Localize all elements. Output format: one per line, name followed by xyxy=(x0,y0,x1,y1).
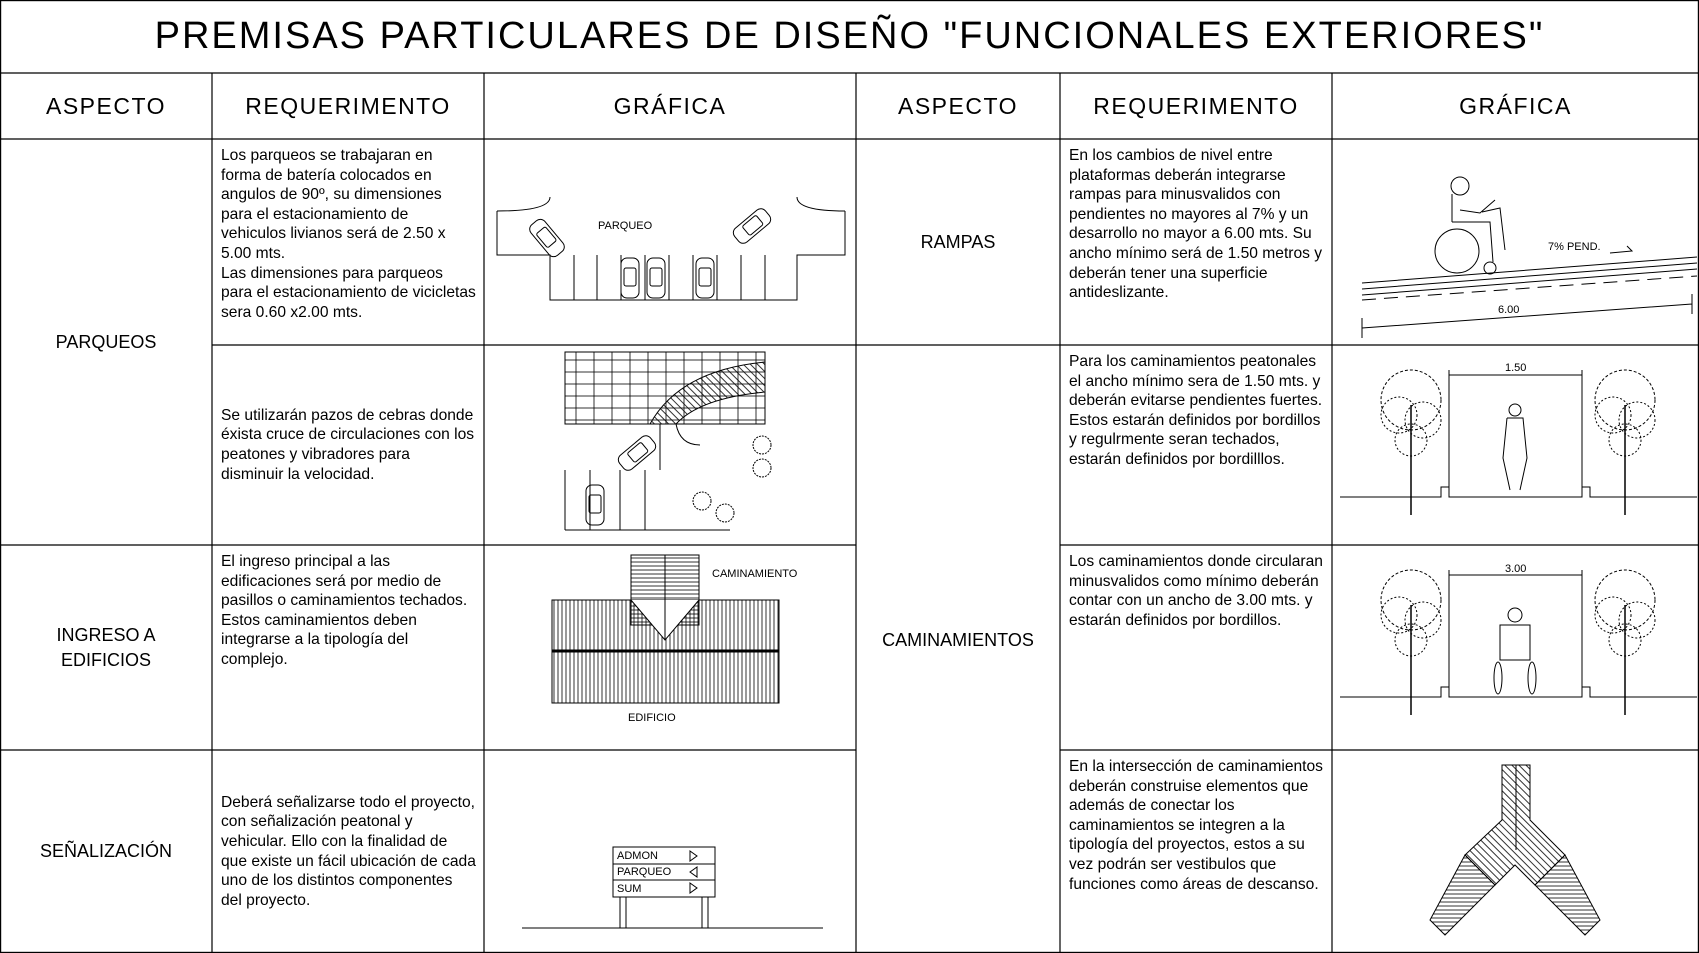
parking-graphic: PARQUEO xyxy=(496,196,846,301)
graphic-label: 7% PEND. xyxy=(1548,241,1601,253)
ramp-graphic: 7% PEND. 6.00 xyxy=(1361,176,1698,338)
requirement: En la intersección de caminamientos debe… xyxy=(1060,750,1332,953)
column-header: ASPECTO xyxy=(46,92,166,119)
requirement-text: En la intersección de caminamientos debe… xyxy=(1069,758,1323,893)
aspect: SEÑALIZACIÓN xyxy=(39,841,173,861)
requirement: Deberá señalizarse todo el proyecto, con… xyxy=(212,750,484,953)
requirement-paragraph: Las dimensiones para parqueos para el es… xyxy=(221,264,476,321)
requirement-text: El ingreso principal a las edificaciones… xyxy=(221,553,468,668)
graphic-label: EDIFICIO xyxy=(628,712,676,724)
column-header: REQUERIMENTO xyxy=(1093,92,1299,119)
requirement-text: En los cambios de nivel entre plataforma… xyxy=(1069,147,1323,302)
requirement: El ingreso principal a las edificaciones… xyxy=(212,545,484,750)
sign-graphic: ADMON PARQUEO SUM xyxy=(522,846,823,929)
column-header: ASPECTO xyxy=(898,92,1018,119)
graphic-label: 3.00 xyxy=(1505,563,1526,575)
column-header: REQUERIMENTO xyxy=(245,92,451,119)
requirement: Los caminamientos donde circularan minus… xyxy=(1060,545,1332,750)
graphic-label: ADMON xyxy=(617,850,658,862)
wheelchair-walkway-graphic: 3.00 xyxy=(1340,563,1697,716)
requirement-text: Los caminamientos donde circularan minus… xyxy=(1069,553,1323,629)
graphic-label: 1.50 xyxy=(1505,362,1526,374)
requirement: Para los caminamientos peatonales el anc… xyxy=(1060,345,1332,545)
graphic-label: CAMINAMIENTO xyxy=(712,568,798,580)
requirement-text: Se utilizarán pazos de cebras donde éxis… xyxy=(221,406,475,483)
entry-graphic: CAMINAMIENTO EDIFICIO xyxy=(551,554,798,724)
graphic-label: PARQUEO xyxy=(598,220,653,232)
aspect: INGRESO A EDIFICIOS xyxy=(56,624,156,670)
requirement: En los cambios de nivel entre plataforma… xyxy=(1060,139,1332,345)
column-header: GRÁFICA xyxy=(1459,92,1572,119)
graphic-label: PARQUEO xyxy=(617,866,672,878)
graphic-label: SUM xyxy=(617,883,641,895)
requirement-text: Para los caminamientos peatonales el anc… xyxy=(1069,353,1323,468)
walkway-graphic: 1.50 xyxy=(1340,362,1697,516)
aspect: CAMINAMIENTOS xyxy=(882,629,1034,650)
graphic-label: 6.00 xyxy=(1498,304,1519,316)
requirement-paragraph: Los parqueos se trabajaran en forma de b… xyxy=(221,147,446,262)
aspect: PARQUEOS xyxy=(55,331,157,352)
zebra-graphic xyxy=(564,351,772,531)
column-header: GRÁFICA xyxy=(613,92,727,119)
intersection-graphic xyxy=(1429,764,1601,936)
requirement: Se utilizarán pazos de cebras donde éxis… xyxy=(212,345,484,545)
requirement: Los parqueos se trabajaran en forma de b… xyxy=(212,139,484,345)
title: PREMISAS PARTICULARES DE DISEÑO "FUNCION… xyxy=(154,15,1545,57)
requirement-text: Deberá señalizarse todo el proyecto, con… xyxy=(221,793,476,909)
aspect: RAMPAS xyxy=(920,231,996,252)
